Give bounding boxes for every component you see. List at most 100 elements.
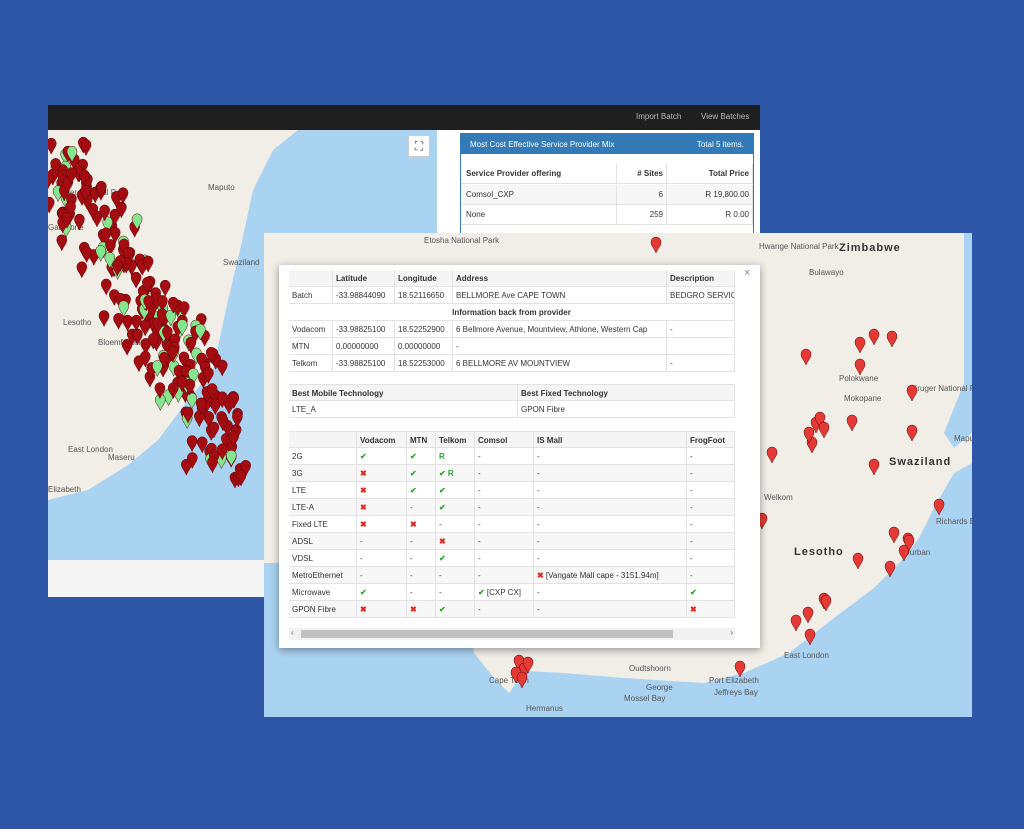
panel-title: Most Cost Effective Service Provider Mix (470, 140, 615, 149)
table-cell: - (475, 601, 534, 618)
map-label: Swaziland (889, 456, 951, 468)
map-label: Durban (904, 548, 930, 557)
map-marker (933, 498, 945, 516)
fullscreen-button[interactable]: ⛶ (408, 135, 430, 157)
scroll-thumb[interactable] (301, 630, 673, 638)
table-cell: IS Mall (534, 431, 687, 448)
scroll-left[interactable]: ‹ (291, 628, 294, 637)
table-cell: Best Mobile Technology (289, 384, 518, 401)
map-marker (105, 239, 116, 257)
map-marker (906, 384, 918, 402)
table-cell: -33.98844090 (333, 287, 395, 304)
map-marker (87, 203, 99, 220)
table-cell (289, 431, 357, 448)
map-marker (203, 367, 214, 385)
table-cell: Vodacom (357, 431, 407, 448)
table-cell: - (534, 584, 687, 601)
map-label: Oudtshoorn (629, 664, 671, 673)
map-marker (100, 278, 112, 296)
map-marker (208, 421, 220, 439)
table-cell: - (534, 499, 687, 516)
map-marker (650, 236, 662, 254)
table-cell: - (357, 533, 407, 550)
table-cell: Telkom (436, 431, 475, 448)
map-marker (217, 414, 229, 432)
map-marker (868, 328, 880, 346)
table-cell: 3G (289, 465, 357, 482)
map-marker (226, 450, 237, 467)
map-marker (846, 414, 858, 432)
map-label: George (646, 683, 673, 692)
table-cell: - (534, 533, 687, 550)
table-cell: ✖ (357, 601, 407, 618)
table-cell: - (407, 584, 436, 601)
map-marker (818, 421, 830, 439)
map-marker (207, 456, 218, 474)
map-marker (148, 333, 159, 350)
table-cell: BELLMORE Ave CAPE TOWN (453, 287, 667, 304)
table-cell: Telkom (289, 355, 333, 372)
nav-link[interactable]: View Batches (701, 112, 750, 121)
map-marker (159, 279, 171, 297)
map-marker (76, 261, 88, 279)
map-marker (186, 392, 198, 410)
map-marker (906, 424, 918, 442)
table-cell: # Sites (617, 164, 667, 184)
panel-total: Total 5 items. (696, 140, 744, 149)
table-cell: ✖ (407, 601, 436, 618)
map-marker (139, 319, 151, 337)
map-label: Jeffreys Bay (714, 688, 758, 697)
map-marker (854, 358, 866, 376)
map-marker (216, 359, 228, 377)
table-cell: LTE_A (289, 401, 518, 418)
table-cell: Vodacom (289, 321, 333, 338)
map-label: Etosha National Park (424, 236, 500, 245)
map-marker (522, 656, 534, 674)
table-cell: Fixed LTE (289, 516, 357, 533)
table-cell: 0.00000000 (333, 338, 395, 355)
nav-link[interactable]: Import Batch (636, 112, 682, 121)
map-marker (181, 458, 192, 476)
map-marker (195, 323, 206, 341)
table-cell: - (475, 448, 534, 465)
map-marker (142, 276, 153, 294)
map-marker (176, 375, 188, 393)
map-label: Lesotho (63, 318, 92, 327)
map-marker (48, 137, 57, 155)
map-marker (235, 469, 247, 487)
scroll-right[interactable]: › (730, 628, 733, 637)
map-marker (232, 411, 243, 429)
scrollbar[interactable]: ‹ › (289, 628, 735, 640)
table-cell: - (475, 465, 534, 482)
table-cell: ✖ (436, 533, 475, 550)
table-cell: ✔ (357, 448, 407, 465)
map-marker (152, 360, 163, 378)
map-marker (804, 628, 816, 646)
table-cell: GPON Fibre (518, 401, 735, 418)
map-marker (162, 326, 173, 344)
map-marker (516, 671, 528, 689)
table-cell: - (436, 567, 475, 584)
map-marker (133, 355, 145, 373)
map-marker (122, 315, 133, 332)
map-label: Richards Bay (936, 517, 972, 526)
table-cell: ✔ R (436, 465, 475, 482)
table-cell: - (534, 550, 687, 567)
close-button[interactable]: × (744, 267, 751, 279)
table-cell: ✔ (436, 601, 475, 618)
map-label: Zimbabwe (839, 242, 901, 254)
map-label: East London (784, 651, 829, 660)
map-marker (102, 216, 113, 234)
table-cell: ✖ (407, 516, 436, 533)
map-marker (48, 196, 55, 214)
map-marker (66, 167, 77, 185)
map-label: Mossel Bay (624, 694, 665, 703)
table-cell: 259 (617, 205, 667, 225)
map-label: Bulawayo (809, 268, 844, 277)
table-cell: Information back from provider (289, 304, 735, 321)
table-cell: FrogFoot (687, 431, 735, 448)
table-cell: Total Price (667, 164, 753, 184)
table-cell: 18.52116650 (395, 287, 453, 304)
table-cell (667, 338, 735, 355)
